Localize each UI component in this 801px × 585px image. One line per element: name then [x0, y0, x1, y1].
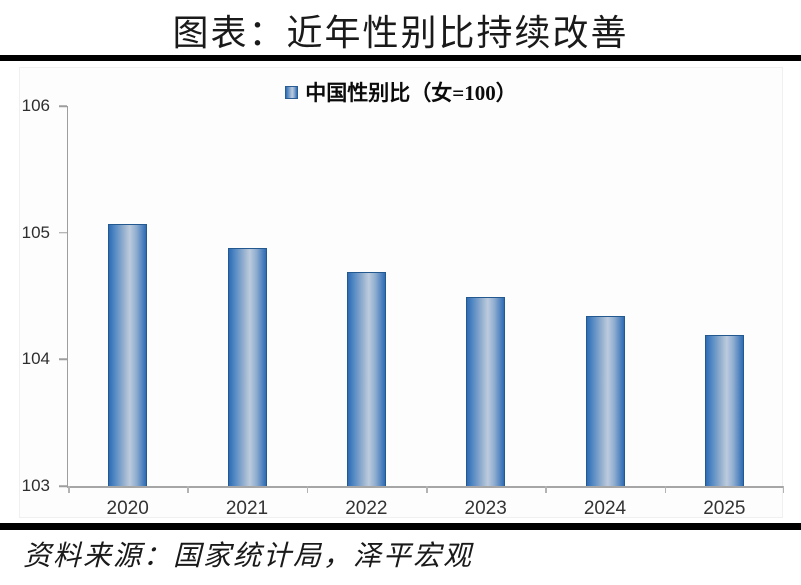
source-note: 资料来源：国家统计局，泽平宏观	[23, 541, 474, 572]
y-axis-tick-mark	[59, 358, 67, 361]
legend-label: 中国性别比（女=100）	[305, 81, 517, 105]
x-axis-label-2023: 2023	[464, 498, 507, 519]
bar-2024	[585, 316, 625, 486]
plot-area: 106 105 104 103 2020 2021 2022 2023 2024 2025	[22, 96, 784, 519]
bar-2025	[704, 335, 744, 486]
x-axis-tick-mark	[664, 486, 667, 493]
bar-2023	[466, 297, 506, 486]
y-axis-tick-mark	[59, 485, 67, 487]
y-axis-tick-label: 106	[21, 96, 50, 115]
x-axis-tick-mark	[68, 486, 70, 493]
y-axis-tick-label: 105	[21, 222, 50, 242]
y-axis-tick-mark	[59, 105, 67, 107]
bar-2022	[346, 271, 386, 486]
x-axis-tick-mark	[782, 486, 784, 493]
y-axis-tick-label: 104	[21, 349, 50, 369]
bottom-divider-rule	[0, 523, 801, 530]
top-divider-rule	[0, 55, 801, 61]
bar-2020	[108, 223, 148, 486]
legend-swatch-icon	[285, 85, 299, 99]
x-axis-label-2020: 2020	[106, 498, 149, 519]
x-axis-label-2024: 2024	[583, 498, 627, 519]
chart-title: 图表：近年性别比持续改善	[172, 13, 629, 53]
x-axis-tick-mark	[187, 486, 189, 493]
x-axis-label-2021: 2021	[225, 498, 269, 519]
chart-legend: 中国性别比（女=100）	[20, 77, 782, 107]
x-axis-label-2022: 2022	[345, 498, 388, 519]
bar-2021	[227, 247, 267, 486]
chart-frame: 中国性别比（女=100） 106 105 104 103 2020 2021 2022 202…	[19, 67, 784, 519]
x-axis-label-2025: 2025	[703, 498, 746, 519]
y-axis-tick-mark	[59, 231, 67, 234]
y-axis-tick-label: 103	[21, 476, 50, 495]
x-axis-tick-mark	[426, 486, 428, 493]
x-axis-tick-mark	[545, 486, 547, 493]
x-axis-tick-mark	[306, 486, 309, 493]
